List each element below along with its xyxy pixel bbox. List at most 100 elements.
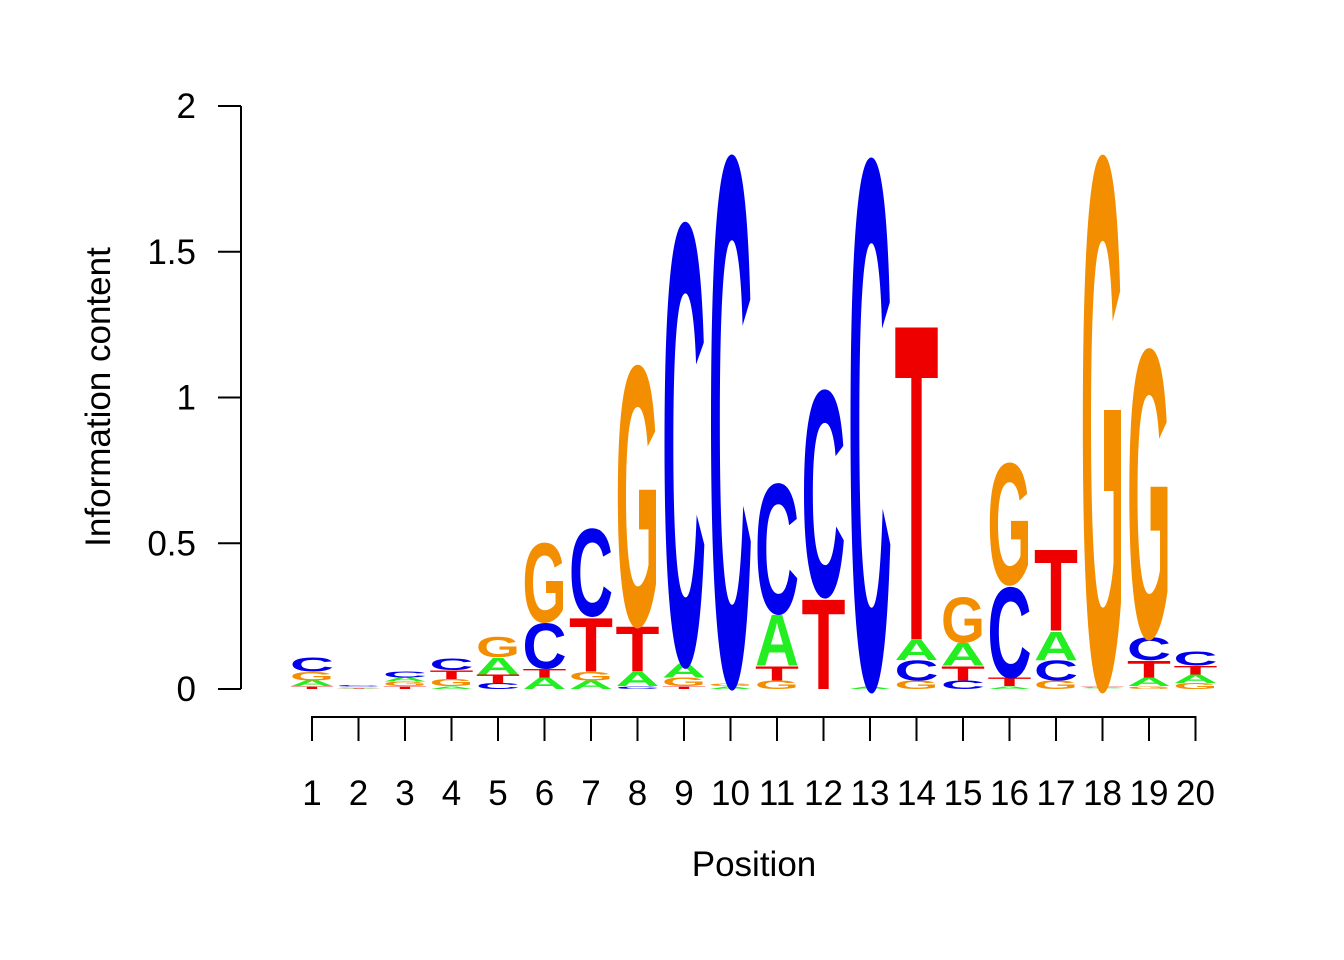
logo-letter-C: C: [616, 685, 660, 690]
logo-letter-T: T: [476, 672, 520, 686]
x-axis: 1 2 3 4 5 6 7 8 9 10 11 12 13 14 15 16 17 18 19 20: [302, 716, 1215, 813]
logo-letter-G: G: [383, 681, 427, 688]
x-tick-label: 7: [581, 774, 600, 813]
logo-letter-A: A: [569, 678, 613, 692]
logo-letter-C: C: [895, 655, 939, 687]
logo-letter-C: C: [1034, 655, 1078, 687]
logo-letter-A: A: [383, 676, 427, 683]
logo-letter-C: C: [290, 653, 334, 676]
logo-letter-T: T: [1034, 525, 1078, 656]
x-axis-title: Position: [692, 845, 817, 884]
logo-letter-G: G: [1174, 682, 1218, 691]
logo-letter-A: A: [337, 687, 381, 688]
x-tick-label: 14: [897, 774, 936, 813]
logo-letter-C: C: [337, 685, 381, 687]
x-tick-label: 16: [990, 774, 1029, 813]
logo-letter-G: G: [523, 519, 567, 646]
logo-letter-G: G: [616, 289, 660, 704]
logo-letter-G: G: [569, 669, 613, 683]
logo-letter-A: A: [895, 635, 939, 667]
logo-letter-G: G: [662, 675, 706, 689]
logo-letter-C: C: [383, 670, 427, 679]
logo-letter-C: C: [709, 0, 753, 844]
logo-letter-C: C: [802, 330, 846, 660]
x-tick-label: 3: [395, 774, 414, 813]
logo-letter-C: C: [755, 447, 799, 654]
y-tick-label: 2: [177, 87, 196, 126]
x-tick-label: 8: [628, 774, 647, 813]
logo-letter-T: T: [290, 685, 334, 690]
x-tick-label: 12: [804, 774, 843, 813]
logo-letter-C: C: [1127, 631, 1171, 667]
y-tick-label: 0.5: [147, 524, 196, 563]
x-tick-label: 4: [442, 774, 461, 813]
logo-letter-T: T: [755, 662, 799, 685]
logo-letter-A: A: [430, 685, 474, 690]
logo-letter-A: A: [1034, 623, 1078, 668]
logo-letter-T: T: [569, 602, 613, 688]
logo-letter-G: G: [337, 686, 381, 687]
x-tick-label: 1: [302, 774, 321, 813]
logo-letter-A: A: [1081, 688, 1125, 689]
logo-position: TC: [802, 330, 846, 718]
logo-letter-T: T: [616, 613, 660, 686]
logo-letter-C: C: [430, 656, 474, 674]
logo-position: AC: [848, 1, 892, 847]
x-tick-label: 9: [674, 774, 693, 813]
x-tick-label: 20: [1176, 774, 1215, 813]
logo-letter-T: T: [337, 688, 381, 689]
y-tick-label: 1: [177, 379, 196, 418]
logo-letter-G: G: [1034, 678, 1078, 692]
logo-letter-G: G: [430, 677, 474, 688]
logo-letter-A: A: [755, 601, 799, 682]
x-tick-label: 15: [944, 774, 983, 813]
logo-letter-T: T: [1127, 656, 1171, 683]
logo-letter-T: T: [802, 573, 846, 718]
y-tick-label: 0: [177, 670, 196, 709]
y-axis: 0 0.5 1 1.5 2: [147, 87, 242, 709]
x-tick-label: 2: [349, 774, 368, 813]
logo-letter-C: C: [523, 611, 567, 683]
logo-letter-G: G: [755, 678, 799, 692]
logo-letter-A: A: [941, 637, 985, 673]
logo-letter-A: A: [988, 685, 1032, 690]
y-axis-title: Information content: [79, 247, 118, 547]
logo-letter-G: G: [476, 632, 520, 663]
logo-letter-C: C: [569, 503, 613, 643]
logo-letter-T: T: [1174, 663, 1218, 677]
x-tick-label: 5: [488, 774, 507, 813]
x-tick-label: 19: [1130, 774, 1169, 813]
logo-letter-T: T: [662, 685, 706, 690]
logo-letter-A: A: [848, 685, 892, 690]
x-tick-label: 18: [1083, 774, 1122, 813]
logo-letter-T: T: [941, 662, 985, 685]
logo-letter-T: T: [988, 675, 1032, 689]
logo-letter-C: C: [662, 93, 706, 798]
logo-letter-G: G: [988, 428, 1032, 622]
logo-letter-A: A: [662, 659, 706, 682]
y-tick-label: 1.5: [147, 233, 196, 272]
logo-letter-C: C: [476, 682, 520, 691]
logo-letter-T: T: [1081, 686, 1125, 688]
logo-letter-G: G: [895, 678, 939, 692]
x-tick-label: 13: [851, 774, 890, 813]
logo-letter-T: T: [430, 668, 474, 682]
logo-letter-G: G: [1127, 685, 1171, 689]
logo-letter-A: A: [1174, 672, 1218, 686]
